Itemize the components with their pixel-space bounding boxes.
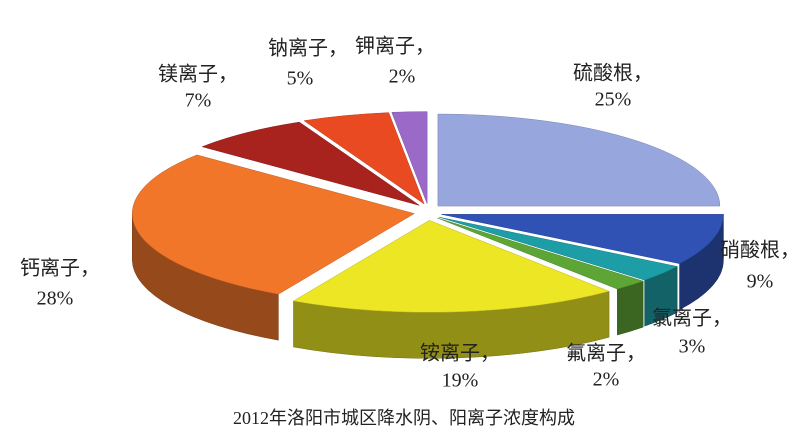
pie-side <box>617 280 644 336</box>
slice-label: 钠离子， <box>268 37 348 60</box>
pie-tops <box>132 111 724 313</box>
pie-slice <box>132 154 415 295</box>
value-label: 9% <box>747 271 774 293</box>
value-label: 28% <box>37 288 74 310</box>
pie-slice <box>292 220 610 313</box>
pie-slice <box>437 217 644 290</box>
value-label: 5% <box>287 68 314 90</box>
slice-label: 氯离子， <box>652 307 732 330</box>
pie-slice <box>437 113 721 207</box>
pie-slice <box>303 112 425 205</box>
labels: 硫酸根， 25% 硝酸根， 9% 氯离子， 3% 氟离子， 2% 铵离子， 19% 钙离子， 28% 镁… <box>20 35 800 392</box>
slice-label: 氟离子， <box>566 342 646 365</box>
slice-label: 铵离子， <box>420 342 500 365</box>
value-label: 25% <box>595 89 632 111</box>
pie-sides <box>131 213 724 359</box>
pie-slice <box>438 216 678 281</box>
value-label: 19% <box>442 370 479 392</box>
slice-label: 钾离子， <box>355 35 435 58</box>
slice-label: 硫酸根， <box>573 62 653 85</box>
value-label: 2% <box>389 66 416 88</box>
value-label: 2% <box>593 369 620 391</box>
chart-title: 2012年洛阳市城区降水阴、阳离子浓度构成 <box>233 408 575 428</box>
pie-slice <box>391 111 428 204</box>
value-label: 7% <box>185 90 212 112</box>
slice-label: 钙离子， <box>20 257 100 280</box>
pie-slice <box>201 121 420 206</box>
pie-slice <box>441 214 724 264</box>
slice-label: 硝酸根， <box>720 239 800 262</box>
value-label: 3% <box>679 336 706 358</box>
slice-label: 镁离子， <box>158 63 238 86</box>
